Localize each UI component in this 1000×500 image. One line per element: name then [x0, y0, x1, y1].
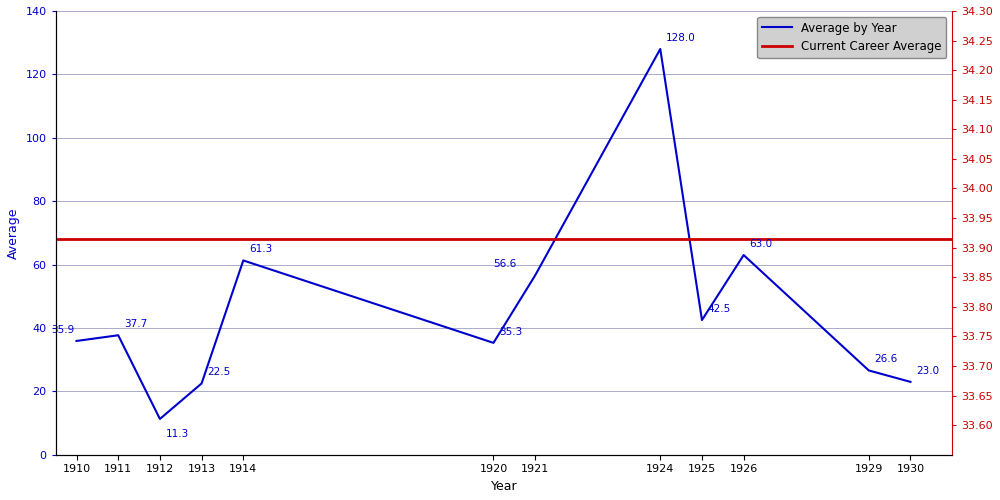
- Average by Year: [863, 368, 875, 374]
- Average by Year: [71, 338, 83, 344]
- Average by Year: [654, 46, 666, 52]
- Legend: Average by Year, Current Career Average: Average by Year, Current Career Average: [757, 17, 946, 58]
- Text: 42.5: 42.5: [708, 304, 731, 314]
- Text: 23.0: 23.0: [916, 366, 939, 376]
- Line: Average by Year: Average by Year: [77, 49, 910, 419]
- Text: 35.9: 35.9: [52, 324, 75, 334]
- Text: 37.7: 37.7: [124, 319, 147, 329]
- Text: 63.0: 63.0: [749, 238, 772, 248]
- Text: 61.3: 61.3: [249, 244, 272, 254]
- Text: 56.6: 56.6: [494, 259, 517, 269]
- Text: 26.6: 26.6: [874, 354, 898, 364]
- Average by Year: [112, 332, 124, 338]
- Text: 22.5: 22.5: [207, 367, 230, 377]
- Average by Year: [529, 272, 541, 278]
- Average by Year: [237, 258, 249, 264]
- Average by Year: [196, 380, 208, 386]
- Y-axis label: Average: Average: [7, 207, 20, 258]
- Average by Year: [738, 252, 750, 258]
- Average by Year: [487, 340, 499, 346]
- X-axis label: Year: Year: [491, 480, 517, 493]
- Text: 11.3: 11.3: [165, 429, 189, 439]
- Text: 35.3: 35.3: [499, 326, 522, 336]
- Text: 128.0: 128.0: [666, 32, 696, 42]
- Average by Year: [696, 317, 708, 323]
- Average by Year: [154, 416, 166, 422]
- Average by Year: [904, 379, 916, 385]
